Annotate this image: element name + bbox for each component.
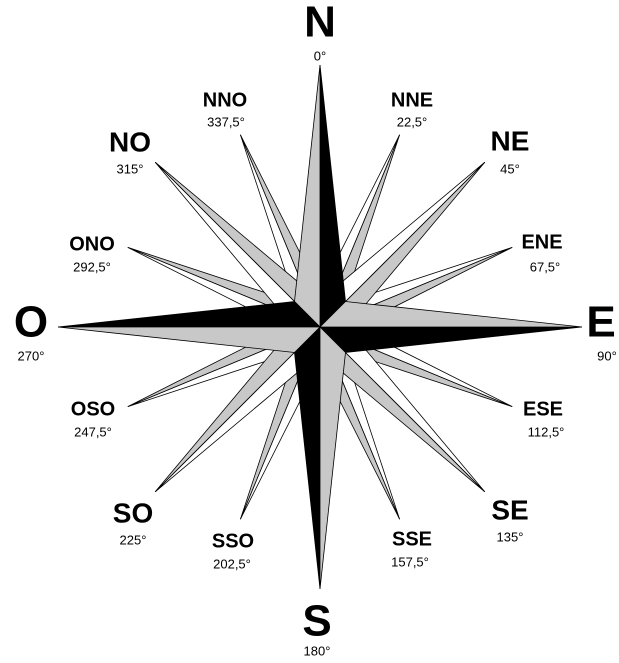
direction-label: NNE (391, 89, 433, 111)
direction-label: OSO (71, 398, 115, 420)
degree-label: 292,5° (73, 259, 111, 274)
degree-label: 337,5° (207, 114, 245, 129)
direction-label: O (14, 298, 48, 347)
degree-label: 22,5° (397, 114, 428, 129)
degree-label: 135° (497, 529, 524, 544)
degree-label: 247,5° (74, 424, 112, 439)
degree-label: 90° (597, 348, 617, 363)
direction-label: S (302, 597, 331, 646)
direction-label: ENE (521, 231, 562, 253)
cardinal-point-half (295, 327, 321, 589)
degree-label: 202,5° (213, 556, 251, 571)
cardinal-point-half (320, 327, 346, 589)
direction-label: NE (491, 125, 530, 156)
direction-label: SE (491, 494, 528, 525)
cardinal-point-half (58, 302, 320, 328)
direction-label: ONO (69, 233, 115, 255)
degree-label: 157,5° (391, 554, 429, 569)
degree-label: 112,5° (528, 424, 565, 439)
cardinal-point-half (320, 302, 582, 328)
cardinal-point-half (320, 65, 346, 327)
cardinal-point-half (295, 65, 321, 327)
direction-label: NNO (203, 89, 247, 111)
direction-label: E (586, 298, 615, 347)
direction-label: ESE (523, 398, 563, 420)
degree-label: 315° (117, 161, 144, 176)
direction-label: SSE (392, 528, 432, 550)
degree-label: 45° (500, 161, 520, 176)
direction-label: SSO (212, 530, 254, 552)
degree-label: 225° (120, 532, 147, 547)
degree-label: 0° (314, 48, 326, 63)
compass-rose: N0° NNE 22,5° NE 45° ENE 67,5° E90° ESE 112,5° SE 1… (0, 0, 619, 663)
cardinal-point-half (58, 327, 320, 353)
direction-label: NO (109, 126, 151, 157)
degree-label: 270° (18, 348, 45, 363)
degree-label: 67,5° (530, 259, 561, 274)
direction-label: SO (113, 497, 153, 528)
degree-label: 180° (304, 643, 331, 658)
direction-label: N (304, 0, 336, 47)
cardinal-point-half (320, 327, 582, 353)
